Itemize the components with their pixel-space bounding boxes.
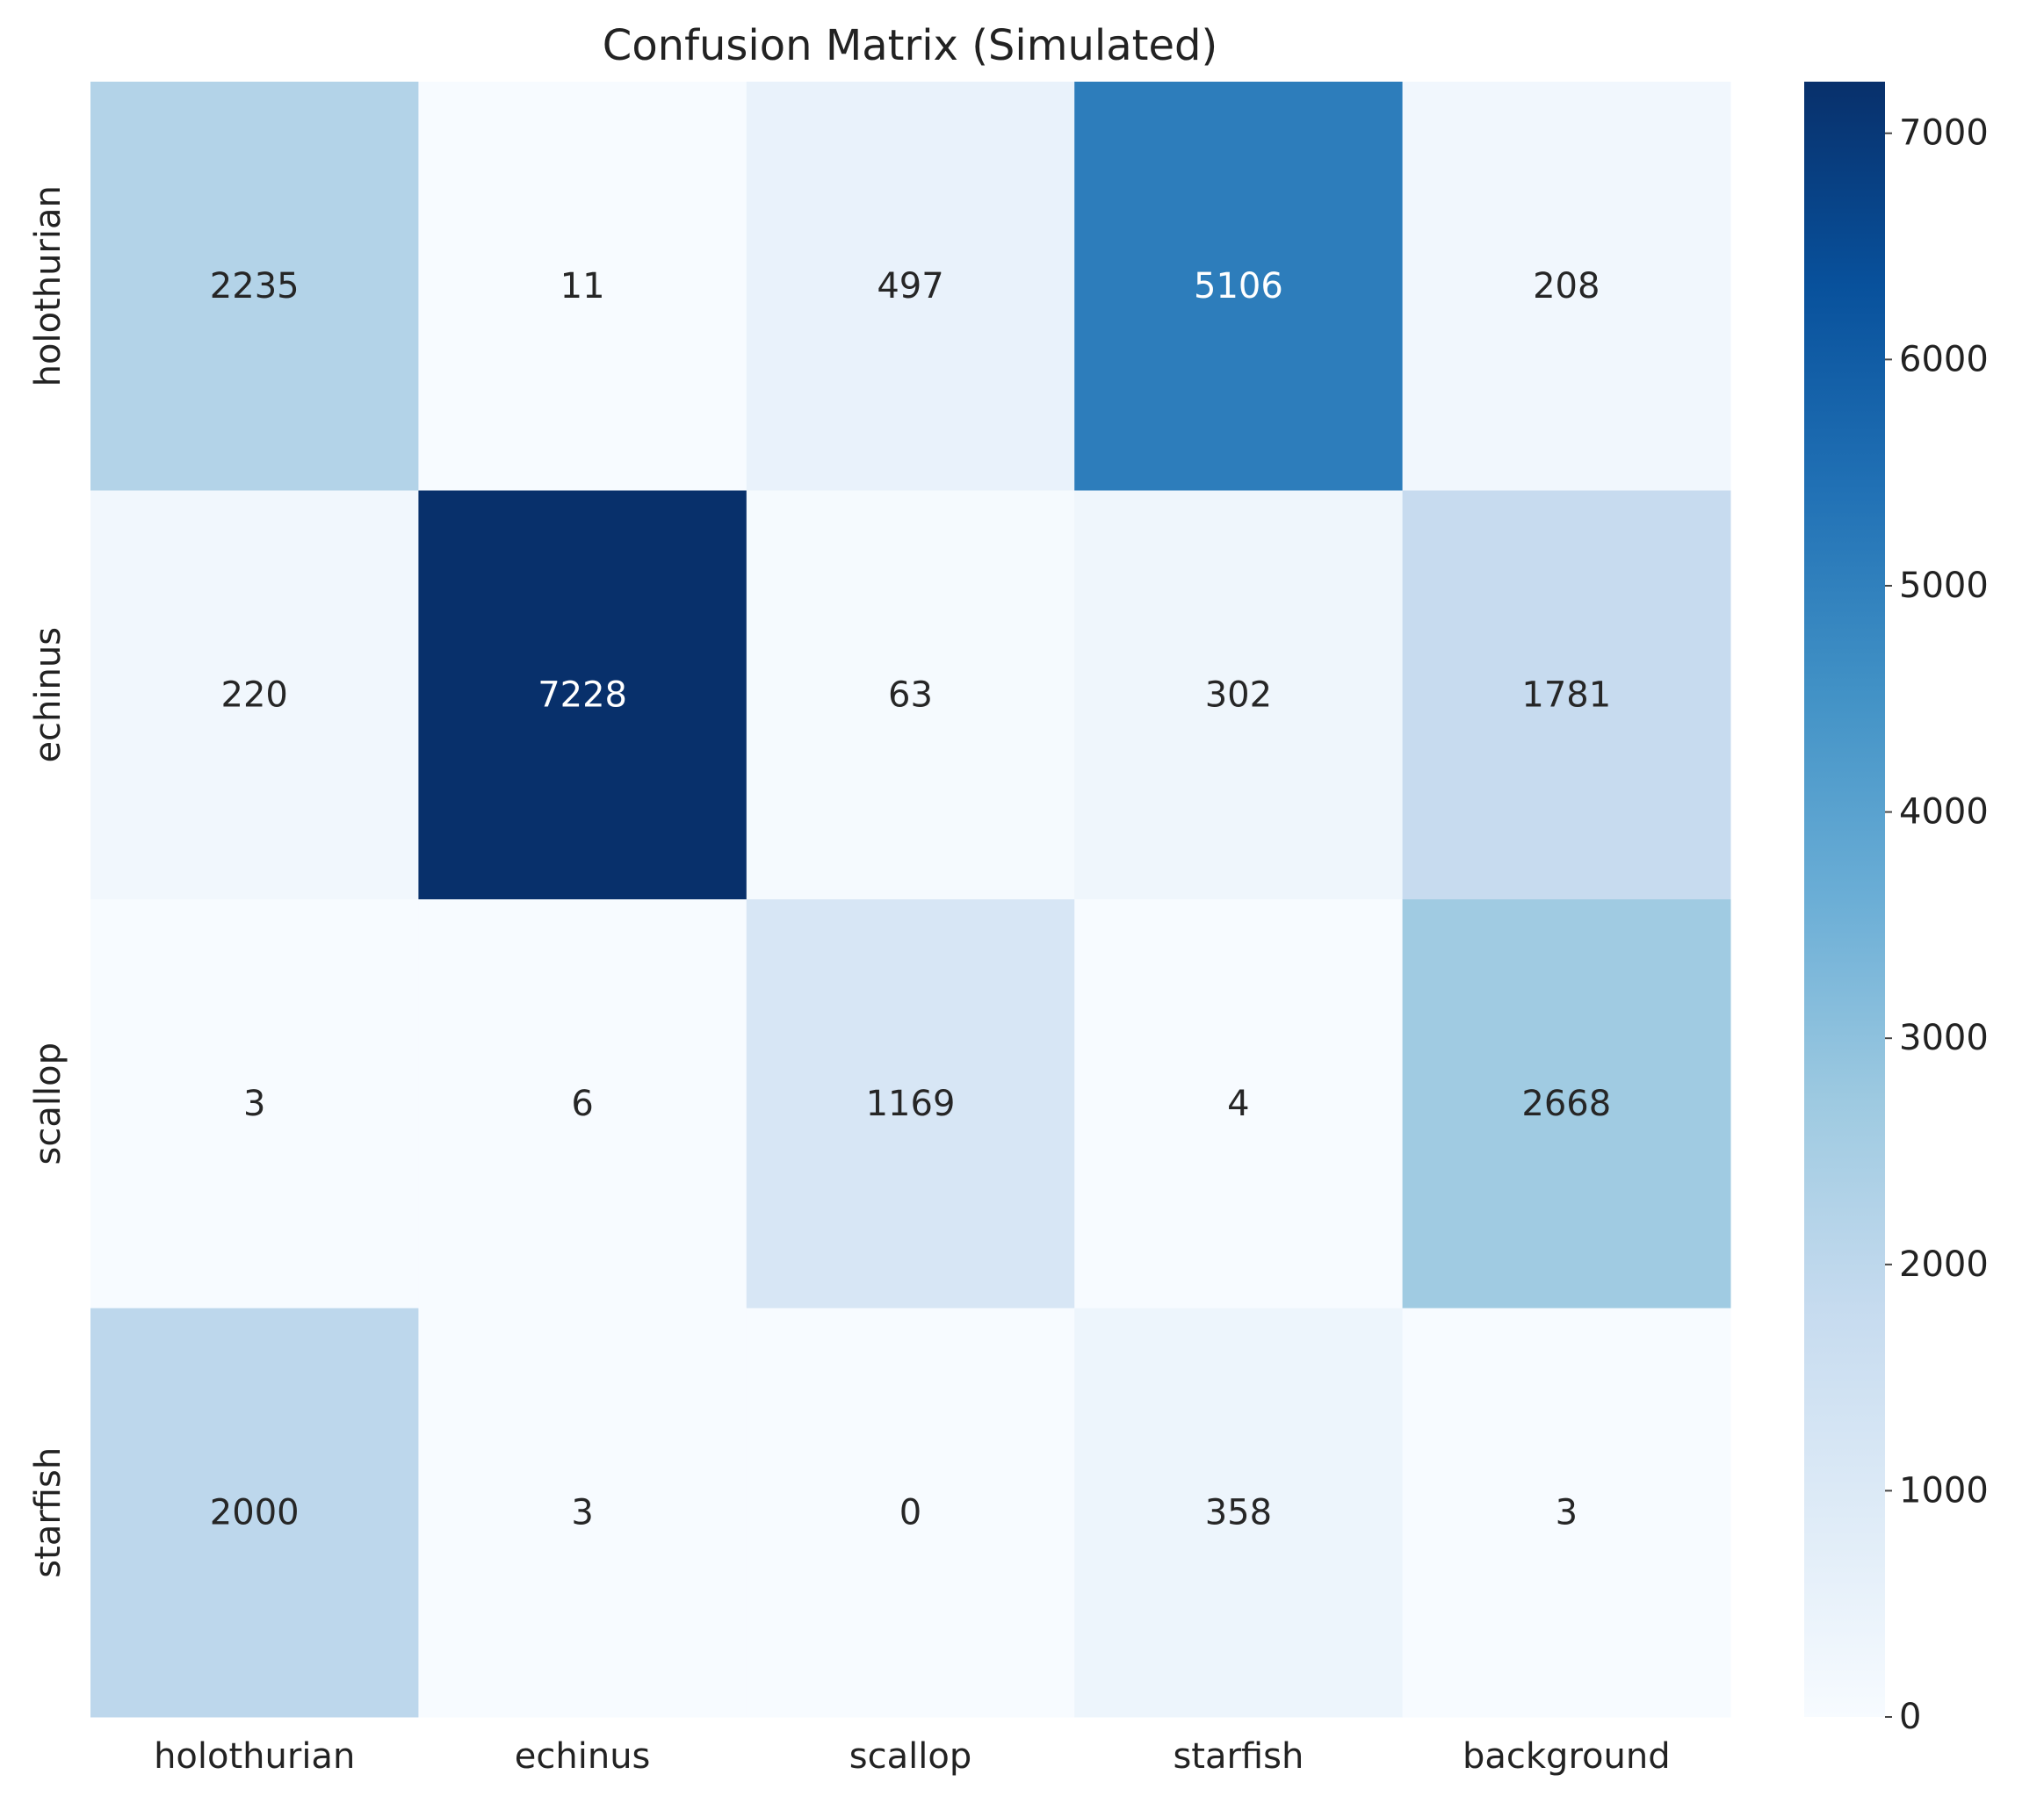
cell-value-label: 302 (1205, 674, 1272, 715)
heatmap-cell-holothurian-scallop (746, 82, 1075, 491)
x-tick-label-scallop: scallop (849, 1736, 971, 1777)
cell-value-label: 2000 (210, 1492, 300, 1533)
colorbar (1804, 82, 1885, 1717)
heatmap-cell-holothurian-echinus (418, 82, 748, 491)
y-tick-label-echinus: echinus (28, 627, 69, 763)
heatmap-cell-holothurian-holothurian (90, 82, 419, 491)
heatmap-cell-starfish-holothurian (90, 1308, 419, 1718)
colorbar-tick-label: 2000 (1899, 1244, 1989, 1285)
colorbar-tick-label: 4000 (1899, 792, 1989, 833)
cell-value-label: 6 (571, 1084, 593, 1124)
colorbar-tick-labels: 0 1000 2000 3000 4000 5000 6000 7000 (1885, 113, 1989, 1737)
colorbar-tick-label: 3000 (1899, 1018, 1989, 1058)
cell-value-label: 11 (560, 266, 605, 307)
heatmap-cell-scallop-holothurian (90, 899, 419, 1309)
y-tick-label-starfish: starfish (28, 1447, 69, 1578)
heatmap-cell-starfish-background (1402, 1308, 1731, 1718)
heatmap-cell-holothurian-background (1402, 82, 1731, 491)
heatmap-cell-scallop-background (1402, 899, 1731, 1309)
x-tick-label-starfish: starfish (1173, 1736, 1304, 1777)
cell-value-label: 3 (243, 1084, 265, 1124)
y-tick-label-scallop: scallop (28, 1042, 69, 1165)
cell-value-label: 2668 (1521, 1084, 1611, 1124)
cell-value-label: 5106 (1194, 266, 1283, 307)
heatmap-cell-echinus-scallop (746, 490, 1075, 900)
heatmap-cells (90, 82, 1731, 1718)
x-tick-label-holothurian: holothurian (154, 1736, 355, 1777)
heatmap-cell-starfish-scallop (746, 1308, 1075, 1718)
heatmap-cell-starfish-starfish (1074, 1308, 1404, 1718)
cell-value-label: 0 (899, 1492, 921, 1533)
cell-value-label: 220 (221, 674, 288, 715)
cell-value-label: 358 (1205, 1492, 1272, 1533)
colorbar-tick-label: 6000 (1899, 339, 1989, 379)
cell-value-label: 1169 (866, 1084, 956, 1124)
cell-value-labels: 2235 11 497 5106 208 220 7228 63 302 1781 3 6 1169 4 2… (210, 266, 1611, 1533)
y-axis-tick-labels: holothurian echinus scallop starfish (28, 185, 69, 1578)
colorbar-tick-label: 7000 (1899, 113, 1989, 154)
cell-value-label: 7228 (538, 674, 627, 715)
colorbar-tick-label: 5000 (1899, 566, 1989, 606)
heatmap-cell-echinus-background (1402, 490, 1731, 900)
cell-value-label: 3 (1556, 1492, 1578, 1533)
cell-value-label: 3 (571, 1492, 593, 1533)
cell-value-label: 208 (1533, 266, 1600, 307)
cell-value-label: 1781 (1521, 674, 1611, 715)
heatmap-cell-echinus-holothurian (90, 490, 419, 900)
heatmap-cell-scallop-echinus (418, 899, 748, 1309)
y-tick-label-holothurian: holothurian (28, 185, 69, 386)
cell-value-label: 63 (888, 674, 933, 715)
heatmap-cell-holothurian-starfish (1074, 82, 1404, 491)
x-tick-label-background: background (1463, 1736, 1671, 1777)
x-tick-label-echinus: echinus (515, 1736, 651, 1777)
heatmap-cell-echinus-starfish (1074, 490, 1404, 900)
heatmap-cell-echinus-echinus (418, 490, 748, 900)
cell-value-label: 4 (1227, 1084, 1249, 1124)
x-axis-tick-labels: holothurian echinus scallop starfish backgro… (154, 1736, 1671, 1777)
cell-value-label: 497 (877, 266, 943, 307)
heatmap-cell-starfish-echinus (418, 1308, 748, 1718)
cell-value-label: 2235 (210, 266, 300, 307)
heatmap-cell-scallop-scallop (746, 899, 1075, 1309)
colorbar-tick-label: 0 (1899, 1697, 1921, 1737)
heatmap-cell-scallop-starfish (1074, 899, 1404, 1309)
colorbar-tick-label: 1000 (1899, 1470, 1989, 1511)
chart-title: Confusion Matrix (Simulated) (603, 21, 1217, 70)
